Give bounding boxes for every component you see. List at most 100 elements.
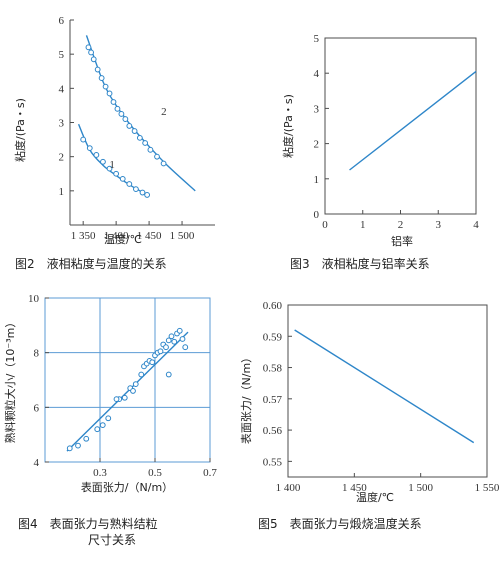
y-tick-label: 10 — [28, 293, 40, 305]
x-tick-label: 0.7 — [203, 467, 217, 479]
data-point — [168, 333, 175, 340]
y-tick-label: 6 — [34, 402, 40, 414]
x-axis-label: 温度/℃ — [356, 490, 394, 504]
y-tick-label: 2 — [314, 139, 320, 151]
data-point — [122, 116, 129, 122]
y-tick-label: 0.57 — [263, 394, 283, 406]
data-point — [132, 381, 139, 388]
series-label: 1 — [109, 159, 115, 171]
y-tick-label: 0.56 — [263, 425, 283, 437]
data-point — [94, 66, 101, 73]
x-tick-label: 1 550 — [475, 482, 500, 494]
figure-caption: 图3 液相粘度与铝率关系 — [290, 256, 430, 271]
y-tick-label: 2 — [59, 152, 65, 164]
data-point — [139, 189, 146, 196]
data-point — [157, 348, 164, 355]
y-axis-label: 熟料颗粒大小/（10⁻³m） — [3, 317, 17, 444]
x-tick-label: 2 — [398, 219, 404, 231]
y-tick-label: 1 — [314, 174, 320, 186]
y-tick-label: 0.60 — [263, 300, 283, 312]
data-point — [100, 158, 106, 165]
data-point — [165, 337, 172, 344]
y-tick-label: 5 — [314, 33, 320, 45]
y-tick-label: 0.58 — [263, 363, 283, 375]
y-tick-label: 0.55 — [263, 456, 283, 468]
data-point — [136, 134, 143, 141]
y-tick-label: 8 — [34, 348, 40, 360]
x-tick-label: 1 400 — [276, 482, 301, 494]
x-tick-label: 3 — [436, 219, 442, 231]
data-point — [182, 344, 189, 351]
data-point — [133, 186, 139, 193]
x-tick-label: 0.5 — [148, 467, 162, 479]
y-tick-label: 5 — [59, 49, 65, 61]
data-point — [102, 83, 109, 90]
chart-viscosity-temperature: 1 2 3 4 5 6 1 350 1 400 1 450 1 500 1 2 粘度/(Pa・s) 温… — [13, 15, 215, 271]
data-point — [142, 140, 149, 146]
data-point — [106, 90, 113, 97]
data-point — [126, 123, 133, 129]
x-tick-label: 1 500 — [170, 230, 195, 242]
chart-tension-temperature: 0.55 0.56 0.57 0.58 0.59 0.60 1 400 1 450 1 500 1… — [239, 300, 500, 531]
figure-caption: 图2 液相粘度与温度的关系 — [15, 256, 167, 271]
data-point — [171, 338, 178, 345]
series-label: 2 — [161, 106, 167, 118]
data-point — [86, 145, 93, 152]
data-point — [179, 336, 186, 342]
y-axis-label: 粘度/(Pa・s) — [281, 94, 295, 158]
data-point — [75, 442, 81, 449]
data-point — [94, 426, 101, 433]
data-point — [126, 181, 133, 187]
x-tick-label: 4 — [473, 219, 479, 231]
data-point — [131, 128, 138, 134]
y-axis-label: 粘度/(Pa・s) — [13, 98, 27, 162]
data-point — [110, 99, 117, 105]
plot-area: 1 2 3 4 5 6 1 350 1 400 1 450 1 500 1 2 — [59, 15, 215, 242]
plot-area: 0 1 2 3 4 5 0 1 2 3 4 — [314, 33, 480, 231]
data-point — [121, 394, 128, 401]
chart-tension-clinker-size: 4 6 8 10 0.3 0.5 0.7 熟料颗粒大小/（10⁻³m） 表面张力/（N/m）… — [3, 293, 217, 547]
data-point — [90, 56, 97, 63]
data-point — [98, 75, 105, 81]
figure-caption: 图4 表面张力与熟料结粒尺寸关系 — [18, 516, 158, 547]
data-point — [88, 49, 94, 56]
data-point — [93, 152, 100, 158]
x-tick-label: 1 450 — [342, 482, 367, 494]
x-tick-label: 1 — [360, 219, 366, 231]
y-axis-label: 表面张力/（N/m） — [239, 352, 253, 444]
figure-caption: 图5 表面张力与煅烧温度关系 — [258, 516, 422, 531]
series-line — [66, 331, 189, 452]
y-tick-label: 3 — [59, 118, 65, 130]
data-point — [165, 371, 172, 378]
y-tick-label: 1 — [59, 186, 65, 198]
plot-area: 4 6 8 10 0.3 0.5 0.7 — [28, 293, 217, 479]
plot-area: 0.55 0.56 0.57 0.58 0.59 0.60 1 400 1 450 1 500 1… — [263, 300, 500, 494]
plot-frame — [287, 304, 488, 478]
data-point — [113, 396, 120, 403]
y-tick-label: 0.59 — [263, 331, 283, 343]
plot-frame — [44, 297, 211, 463]
x-axis-label: 表面张力/（N/m） — [81, 480, 173, 494]
data-point — [85, 44, 92, 51]
x-tick-label: 0 — [322, 219, 328, 231]
series-line — [85, 35, 196, 192]
x-tick-label: 1 350 — [71, 230, 96, 242]
data-point — [119, 175, 126, 182]
data-point — [149, 359, 156, 366]
series-line — [349, 70, 477, 171]
series-line — [294, 329, 475, 444]
data-point — [144, 192, 151, 198]
y-tick-label: 4 — [34, 457, 40, 469]
grid-frame — [44, 297, 211, 463]
data-point — [130, 388, 136, 394]
data-point — [154, 153, 160, 160]
x-axis-label: 温度/℃ — [104, 232, 142, 246]
y-tick-label: 6 — [59, 15, 65, 27]
data-point — [114, 105, 121, 112]
x-tick-label: 1 450 — [137, 230, 162, 242]
data-point — [176, 327, 183, 334]
data-point — [105, 415, 112, 422]
x-tick-label: 1 500 — [408, 482, 433, 494]
data-point — [83, 435, 90, 442]
